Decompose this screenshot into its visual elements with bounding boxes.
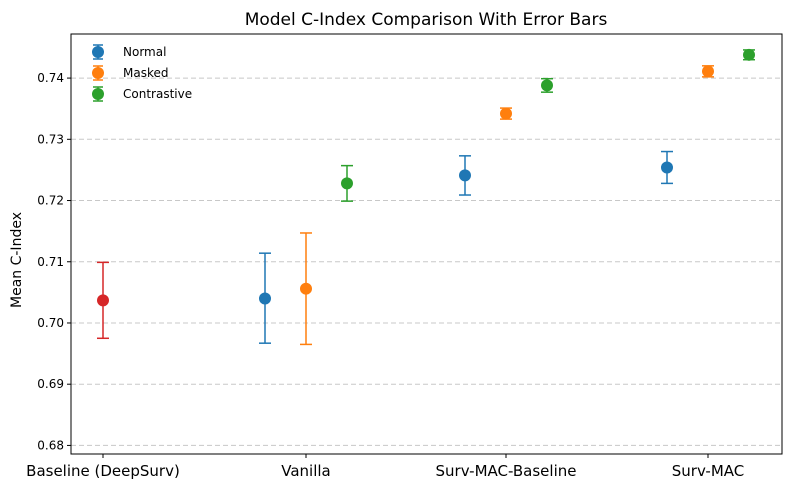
x-tick-label: Baseline (DeepSurv) [26, 462, 180, 480]
data-points [97, 48, 755, 346]
y-tick-label: 0.70 [37, 316, 64, 330]
y-axis-ticks: 0.68 0.69 0.70 0.71 0.72 0.73 0.74 [37, 71, 71, 452]
data-point [341, 177, 353, 190]
data-point [541, 79, 553, 92]
data-point [743, 48, 755, 61]
plot-area-frame [70, 33, 783, 455]
legend-marker [92, 67, 104, 79]
legend-label: Contrastive [123, 87, 192, 101]
legend-label: Masked [123, 66, 168, 80]
legend-label: Normal [123, 45, 166, 59]
chart-title: Model C-Index Comparison With Error Bars [245, 10, 608, 30]
data-point [500, 107, 512, 120]
y-tick-label: 0.73 [37, 132, 64, 146]
y-tick-label: 0.71 [37, 255, 64, 269]
data-point [702, 65, 714, 78]
data-point [661, 161, 673, 174]
legend: Normal Masked Contrastive [92, 44, 192, 102]
y-tick-label: 0.72 [37, 194, 64, 208]
x-axis-ticks: Baseline (DeepSurv) Vanilla Surv-MAC-Basel… [26, 454, 744, 480]
gridlines [71, 77, 782, 446]
x-tick-label: Surv-MAC [672, 462, 745, 480]
data-point [259, 292, 271, 305]
data-point [300, 282, 312, 295]
x-tick-label: Vanilla [281, 462, 331, 480]
y-tick-label: 0.74 [37, 71, 64, 85]
y-tick-label: 0.68 [37, 438, 64, 452]
legend-marker [92, 46, 104, 58]
data-point [97, 294, 109, 307]
data-point [459, 169, 471, 182]
y-tick-label: 0.69 [37, 377, 64, 391]
y-axis-label: Mean C-Index [9, 212, 25, 308]
x-tick-label: Surv-MAC-Baseline [436, 462, 577, 480]
legend-marker [92, 88, 104, 100]
